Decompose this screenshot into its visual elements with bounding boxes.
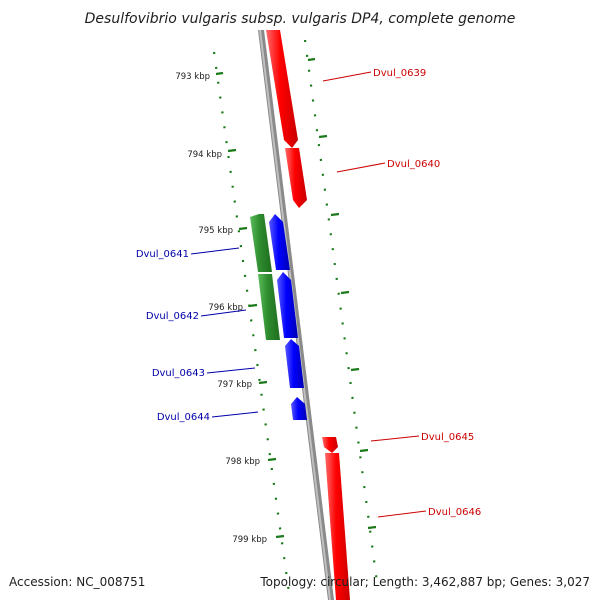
gene-dvul-0639[interactable] [266,30,298,148]
tick-label-795kbp: 795 kbp [198,226,233,236]
tick-label-797kbp: 797 kbp [217,380,252,390]
accession-text: Accession: NC_008751 [9,575,145,589]
tick-label-798kbp: 798 kbp [225,457,260,467]
gene-dvul-0642[interactable] [277,272,298,338]
leader-lines [190,71,427,518]
gene-dvul-0645[interactable] [322,437,338,453]
tick-label-793kbp: 793 kbp [175,72,210,82]
gene-dvul-0641-green[interactable] [250,214,272,272]
gene-dvul-0643[interactable] [285,339,304,388]
gene-label-dvul-0644[interactable]: Dvul_0644 [157,412,210,423]
gene-label-dvul-0639[interactable]: Dvul_0639 [373,68,426,79]
tick-label-799kbp: 799 kbp [232,535,267,545]
gene-dvul-0642-green[interactable] [258,274,280,340]
tick-track [212,51,292,600]
gene-label-dvul-0640[interactable]: Dvul_0640 [387,159,440,170]
genome-summary-text: Topology: circular; Length: 3,462,887 bp… [259,575,590,589]
gene-label-dvul-0641[interactable]: Dvul_0641 [136,249,189,260]
map-title: Desulfovibrio vulgaris subsp. vulgaris D… [85,11,516,27]
tick-label-794kbp: 794 kbp [187,150,222,160]
gene-dvul-0641[interactable] [269,214,290,270]
major-ticks [215,57,377,539]
gene-dvul-0640[interactable] [285,148,307,208]
gene-dvul-0644[interactable] [291,397,307,420]
tick-label-796kbp: 796 kbp [208,303,243,313]
gene-label-dvul-0642[interactable]: Dvul_0642 [146,311,199,322]
gene-label-dvul-0646[interactable]: Dvul_0646 [428,507,481,518]
gene-label-dvul-0645[interactable]: Dvul_0645 [421,432,474,443]
gene-label-dvul-0643[interactable]: Dvul_0643 [152,368,205,379]
gene-dvul-0646[interactable] [325,453,350,600]
